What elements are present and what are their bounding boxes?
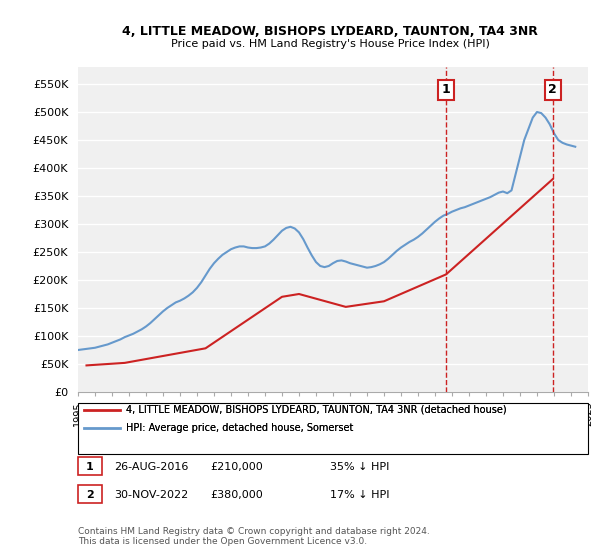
Text: 35% ↓ HPI: 35% ↓ HPI: [330, 462, 389, 472]
Text: Contains HM Land Registry data © Crown copyright and database right 2024.
This d: Contains HM Land Registry data © Crown c…: [78, 526, 430, 546]
Text: 4, LITTLE MEADOW, BISHOPS LYDEARD, TAUNTON, TA4 3NR (detached house): 4, LITTLE MEADOW, BISHOPS LYDEARD, TAUNT…: [126, 405, 506, 415]
Text: HPI: Average price, detached house, Somerset: HPI: Average price, detached house, Some…: [126, 423, 353, 433]
Text: 2: 2: [548, 83, 557, 96]
Text: 1: 1: [442, 83, 451, 96]
Text: 1: 1: [86, 462, 94, 472]
Text: 26-AUG-2016: 26-AUG-2016: [114, 462, 188, 472]
Text: £210,000: £210,000: [210, 462, 263, 472]
Text: 4, LITTLE MEADOW, BISHOPS LYDEARD, TAUNTON, TA4 3NR: 4, LITTLE MEADOW, BISHOPS LYDEARD, TAUNT…: [122, 25, 538, 38]
Text: 17% ↓ HPI: 17% ↓ HPI: [330, 490, 389, 500]
Text: £380,000: £380,000: [210, 490, 263, 500]
Text: HPI: Average price, detached house, Somerset: HPI: Average price, detached house, Some…: [126, 423, 353, 433]
Text: Price paid vs. HM Land Registry's House Price Index (HPI): Price paid vs. HM Land Registry's House …: [170, 39, 490, 49]
Text: 30-NOV-2022: 30-NOV-2022: [114, 490, 188, 500]
Text: 2: 2: [86, 490, 94, 500]
Text: 4, LITTLE MEADOW, BISHOPS LYDEARD, TAUNTON, TA4 3NR (detached house): 4, LITTLE MEADOW, BISHOPS LYDEARD, TAUNT…: [126, 405, 506, 415]
